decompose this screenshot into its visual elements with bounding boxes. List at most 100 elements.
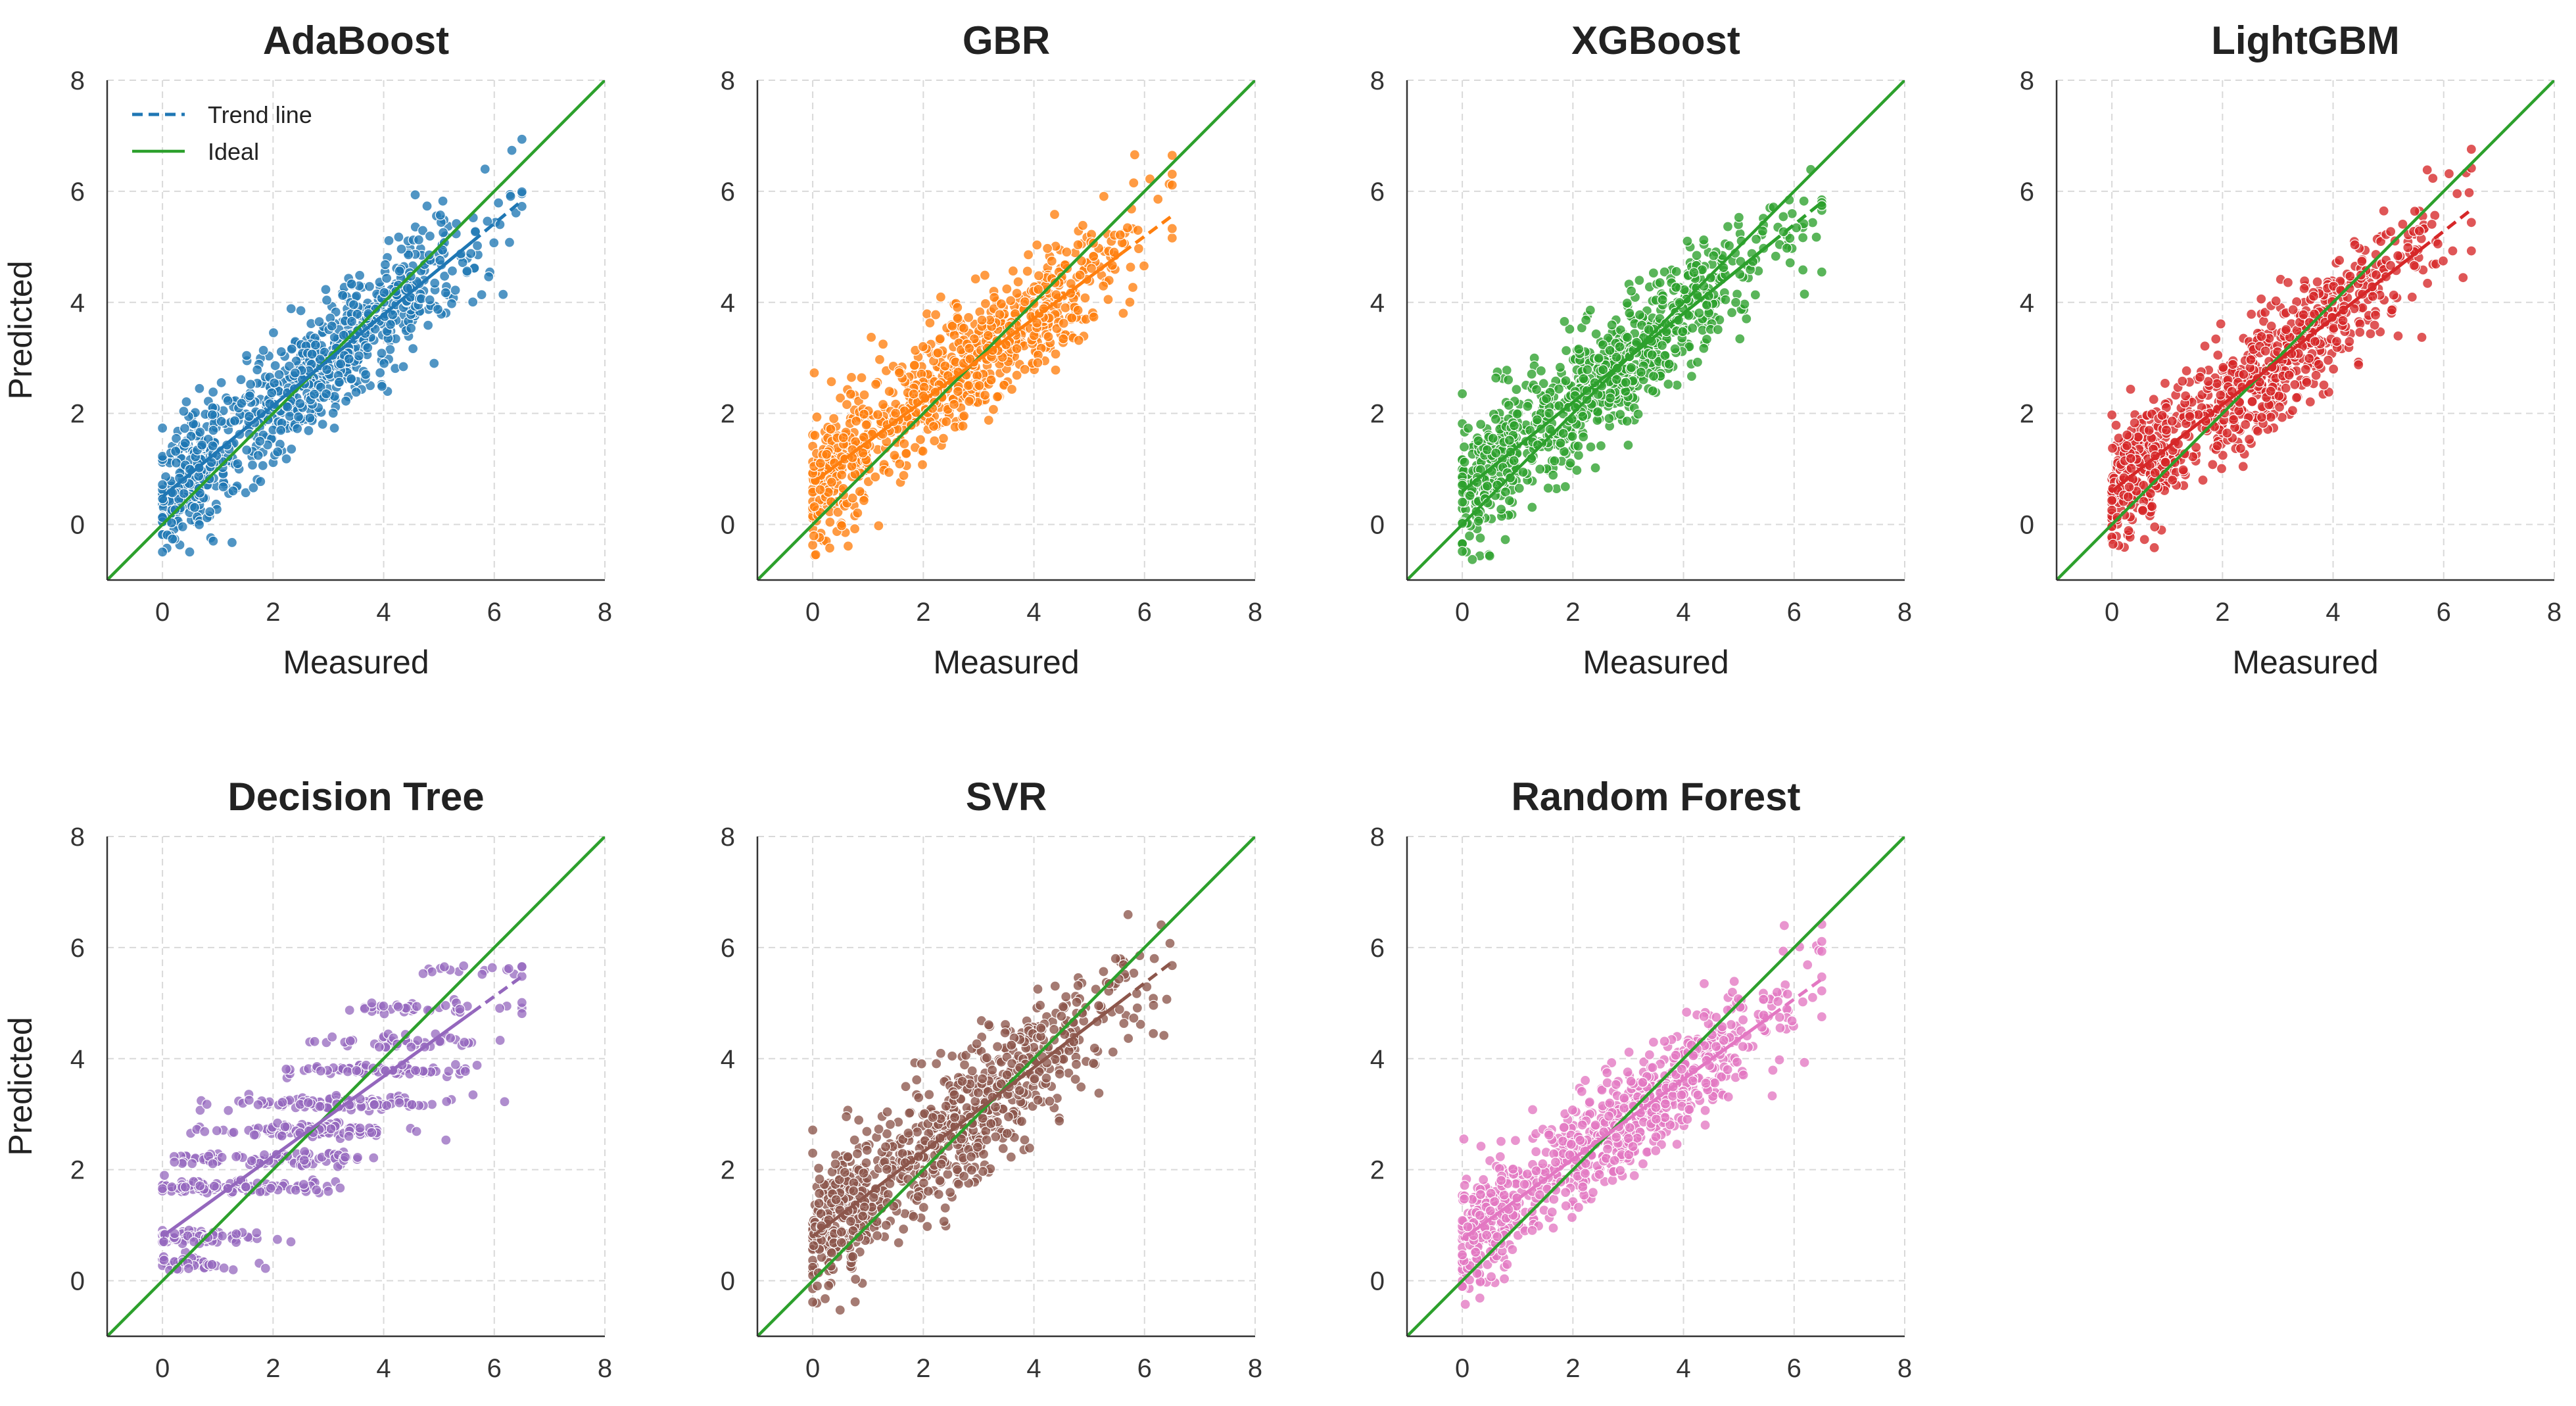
data-point [1622, 331, 1633, 343]
data-point [1648, 370, 1659, 382]
data-point [2129, 418, 2140, 429]
data-point [1166, 223, 1178, 234]
data-point [158, 1236, 170, 1248]
data-point [201, 1099, 212, 1110]
data-point [465, 248, 477, 259]
data-point [1634, 275, 1645, 286]
x-tick-label: 8 [2547, 598, 2562, 627]
y-tick-label: 8 [2020, 66, 2034, 95]
data-point [815, 484, 826, 495]
data-point [516, 961, 527, 973]
data-point [429, 278, 441, 289]
data-point [2166, 416, 2178, 427]
data-point [968, 333, 980, 345]
x-tick-label: 2 [1565, 598, 1580, 627]
data-point [426, 966, 438, 977]
data-point [836, 520, 847, 531]
data-point [282, 401, 293, 412]
y-tick-label: 0 [721, 511, 735, 540]
data-point [298, 1178, 310, 1190]
data-point [1560, 375, 1571, 387]
data-point [1484, 550, 1495, 562]
data-point [1708, 250, 1719, 261]
data-point [1132, 1002, 1143, 1013]
data-point [439, 270, 450, 282]
data-point [941, 416, 952, 427]
data-point [991, 391, 1003, 402]
data-point [471, 240, 483, 251]
data-point [1604, 345, 1615, 356]
data-point [1615, 409, 1626, 420]
data-point [842, 541, 854, 552]
data-point [2216, 463, 2228, 474]
data-point [1701, 299, 1713, 310]
data-point [1060, 302, 1071, 314]
data-point [467, 297, 479, 308]
data-point [381, 273, 393, 284]
x-tick-label: 4 [1026, 598, 1041, 627]
data-point [931, 1058, 942, 1069]
data-point [314, 1101, 325, 1112]
data-point [251, 1227, 262, 1238]
data-point [932, 347, 943, 358]
data-point [894, 367, 905, 378]
data-point [1733, 212, 1744, 223]
data-point [2298, 309, 2309, 320]
data-point [411, 1001, 422, 1012]
data-point [179, 437, 191, 448]
data-point [924, 1089, 935, 1100]
data-point [861, 420, 872, 431]
data-point [216, 1151, 227, 1163]
data-point [1621, 297, 1633, 309]
y-tick-label: 8 [70, 823, 85, 852]
data-point [344, 1005, 355, 1016]
data-point [997, 1143, 1009, 1154]
data-point [343, 353, 354, 364]
data-point [1463, 423, 1474, 434]
data-point [1475, 419, 1487, 430]
data-point [368, 1152, 379, 1163]
data-point [185, 431, 197, 442]
data-point [893, 1237, 904, 1248]
data-point [170, 446, 181, 457]
data-point [1496, 504, 1507, 515]
data-point [1514, 483, 1525, 494]
data-point [157, 1183, 168, 1194]
data-point [2289, 379, 2301, 390]
data-point [845, 389, 856, 400]
data-point [841, 1111, 852, 1123]
data-point [2308, 308, 2320, 320]
data-point [393, 231, 404, 243]
data-point [999, 1027, 1011, 1038]
data-point [443, 1065, 454, 1077]
data-point [1723, 240, 1735, 251]
data-point [308, 389, 320, 400]
data-point [281, 453, 292, 464]
data-point [1001, 283, 1013, 295]
data-point [894, 458, 905, 470]
data-point [208, 1180, 220, 1192]
data-point [394, 266, 405, 277]
data-point [1647, 385, 1658, 397]
data-point [440, 287, 451, 299]
data-point [1166, 180, 1178, 191]
data-point [445, 1032, 456, 1044]
data-point [188, 1236, 200, 1248]
data-point [1770, 251, 1781, 262]
data-point [285, 303, 297, 314]
data-point [285, 1236, 297, 1248]
data-point [422, 320, 434, 331]
data-point [257, 460, 268, 472]
data-point [341, 395, 352, 407]
data-point [929, 435, 940, 447]
data-point [854, 486, 865, 497]
data-point [408, 343, 419, 354]
data-point [2121, 440, 2133, 451]
y-tick-label: 2 [70, 1156, 85, 1185]
chart-title: AdaBoost [263, 18, 449, 62]
data-point [1798, 264, 1809, 276]
data-point [208, 425, 219, 436]
data-point [211, 1125, 222, 1136]
